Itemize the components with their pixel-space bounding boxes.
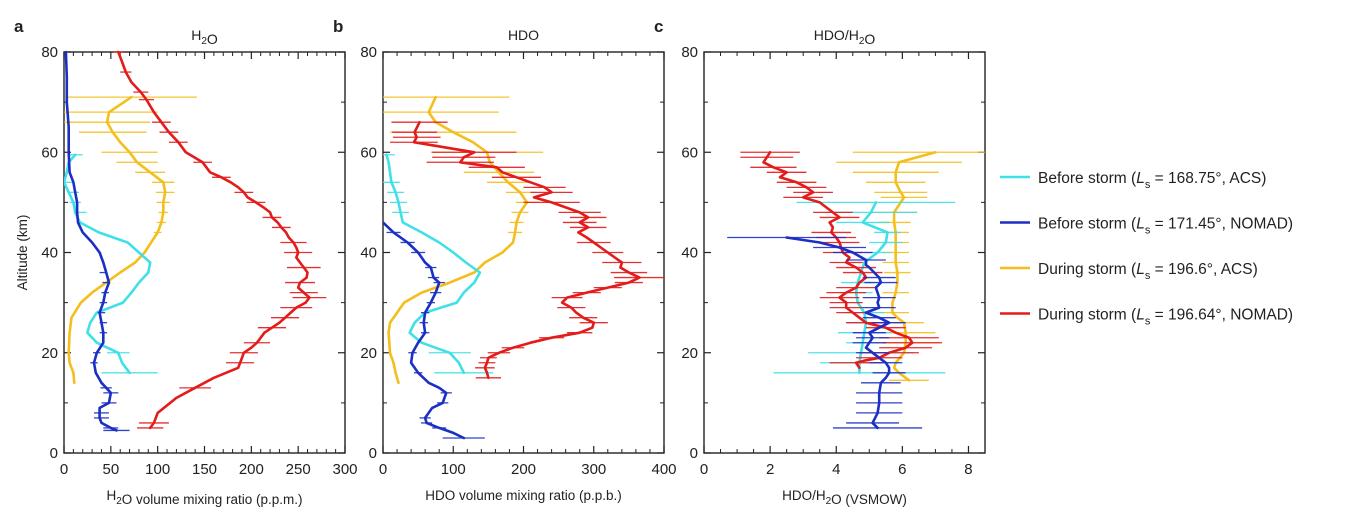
x-axis-label: HDO/H2O (VSMOW) (782, 488, 907, 507)
x-tick-label: 50 (102, 461, 119, 478)
panel-title: H2O (191, 27, 218, 47)
x-axis-label: HDO volume mixing ratio (p.p.b.) (425, 488, 622, 503)
series-line-during_nomad (762, 151, 914, 370)
y-axis-label: Altitude (km) (15, 215, 30, 291)
x-tick-label: 200 (511, 461, 536, 478)
y-tick-label: 60 (360, 144, 377, 161)
series-line-during_nomad (117, 50, 311, 430)
y-tick-label: 20 (41, 345, 58, 362)
legend-item-before_acs: Before storm (Ls = 168.75°, ACS) (1000, 170, 1266, 191)
panel-label: b (333, 17, 343, 36)
series-line-during_acs (387, 95, 529, 385)
x-tick-label: 4 (832, 461, 840, 478)
x-tick-label: 2 (766, 461, 774, 478)
x-tick-label: 400 (651, 461, 676, 478)
x-tick-label: 0 (700, 461, 708, 478)
y-tick-label: 40 (360, 245, 377, 262)
y-tick-label: 0 (690, 445, 698, 462)
series-line-during_acs (891, 151, 937, 382)
y-tick-label: 0 (50, 445, 58, 462)
series-line-during_nomad (412, 120, 641, 380)
legend-item-during_acs: During storm (Ls = 196.6°, ACS) (1000, 261, 1258, 282)
series-line-before_nomad (64, 50, 118, 432)
y-tick-label: 40 (681, 245, 698, 262)
x-tick-label: 250 (286, 461, 311, 478)
x-tick-label: 300 (581, 461, 606, 478)
legend-item-before_nomad: Before storm (Ls = 171.45°, NOMAD) (1000, 216, 1293, 237)
series-line-before_acs (385, 153, 482, 375)
legend-label: Before storm (Ls = 168.75°, ACS) (1038, 170, 1266, 191)
panel-label: a (14, 17, 24, 36)
series-group (727, 151, 985, 430)
x-tick-label: 150 (192, 461, 217, 478)
x-tick-label: 100 (145, 461, 170, 478)
x-axis-label: H2O volume mixing ratio (p.p.m.) (106, 488, 302, 507)
x-tick-label: 300 (332, 461, 357, 478)
series-line-before_nomad (785, 236, 891, 430)
y-tick-label: 80 (360, 44, 377, 61)
x-tick-label: 100 (441, 461, 466, 478)
y-tick-label: 60 (681, 144, 698, 161)
y-tick-label: 20 (681, 345, 698, 362)
x-tick-label: 0 (379, 461, 387, 478)
panel-label: c (654, 17, 663, 36)
y-tick-label: 60 (41, 144, 58, 161)
y-tick-label: 80 (681, 44, 698, 61)
series-group (64, 50, 327, 432)
series-line-before_nomad (383, 221, 466, 440)
panel-title: HDO/H2O (814, 27, 876, 47)
x-tick-label: 0 (60, 461, 68, 478)
legend-label: During storm (Ls = 196.6°, ACS) (1038, 261, 1258, 282)
y-tick-label: 40 (41, 245, 58, 262)
x-tick-label: 8 (964, 461, 972, 478)
legend-label: During storm (Ls = 196.64°, NOMAD) (1038, 307, 1293, 328)
y-tick-label: 80 (41, 44, 58, 61)
series-line-during_acs (67, 95, 167, 385)
series-group (383, 95, 664, 440)
panel-b: b HDO 0 100 200 300 400 0 20 40 60 80 HDO volume mix… (333, 17, 677, 503)
y-tick-label: 0 (369, 445, 377, 462)
x-tick-label: 6 (898, 461, 906, 478)
panel-title: HDO (508, 27, 539, 43)
y-tick-label: 20 (360, 345, 377, 362)
x-tick-label: 200 (239, 461, 264, 478)
panel-a: a H2O 0 50 100 150 200 250 300 0 20 40 60 80 H2O volum… (14, 17, 358, 507)
series-line-before_acs (64, 153, 152, 375)
legend-label: Before storm (Ls = 171.45°, NOMAD) (1038, 216, 1293, 237)
legend-item-during_nomad: During storm (Ls = 196.64°, NOMAD) (1000, 307, 1293, 328)
legend: Before storm (Ls = 168.75°, ACS) Before s… (1000, 170, 1293, 328)
